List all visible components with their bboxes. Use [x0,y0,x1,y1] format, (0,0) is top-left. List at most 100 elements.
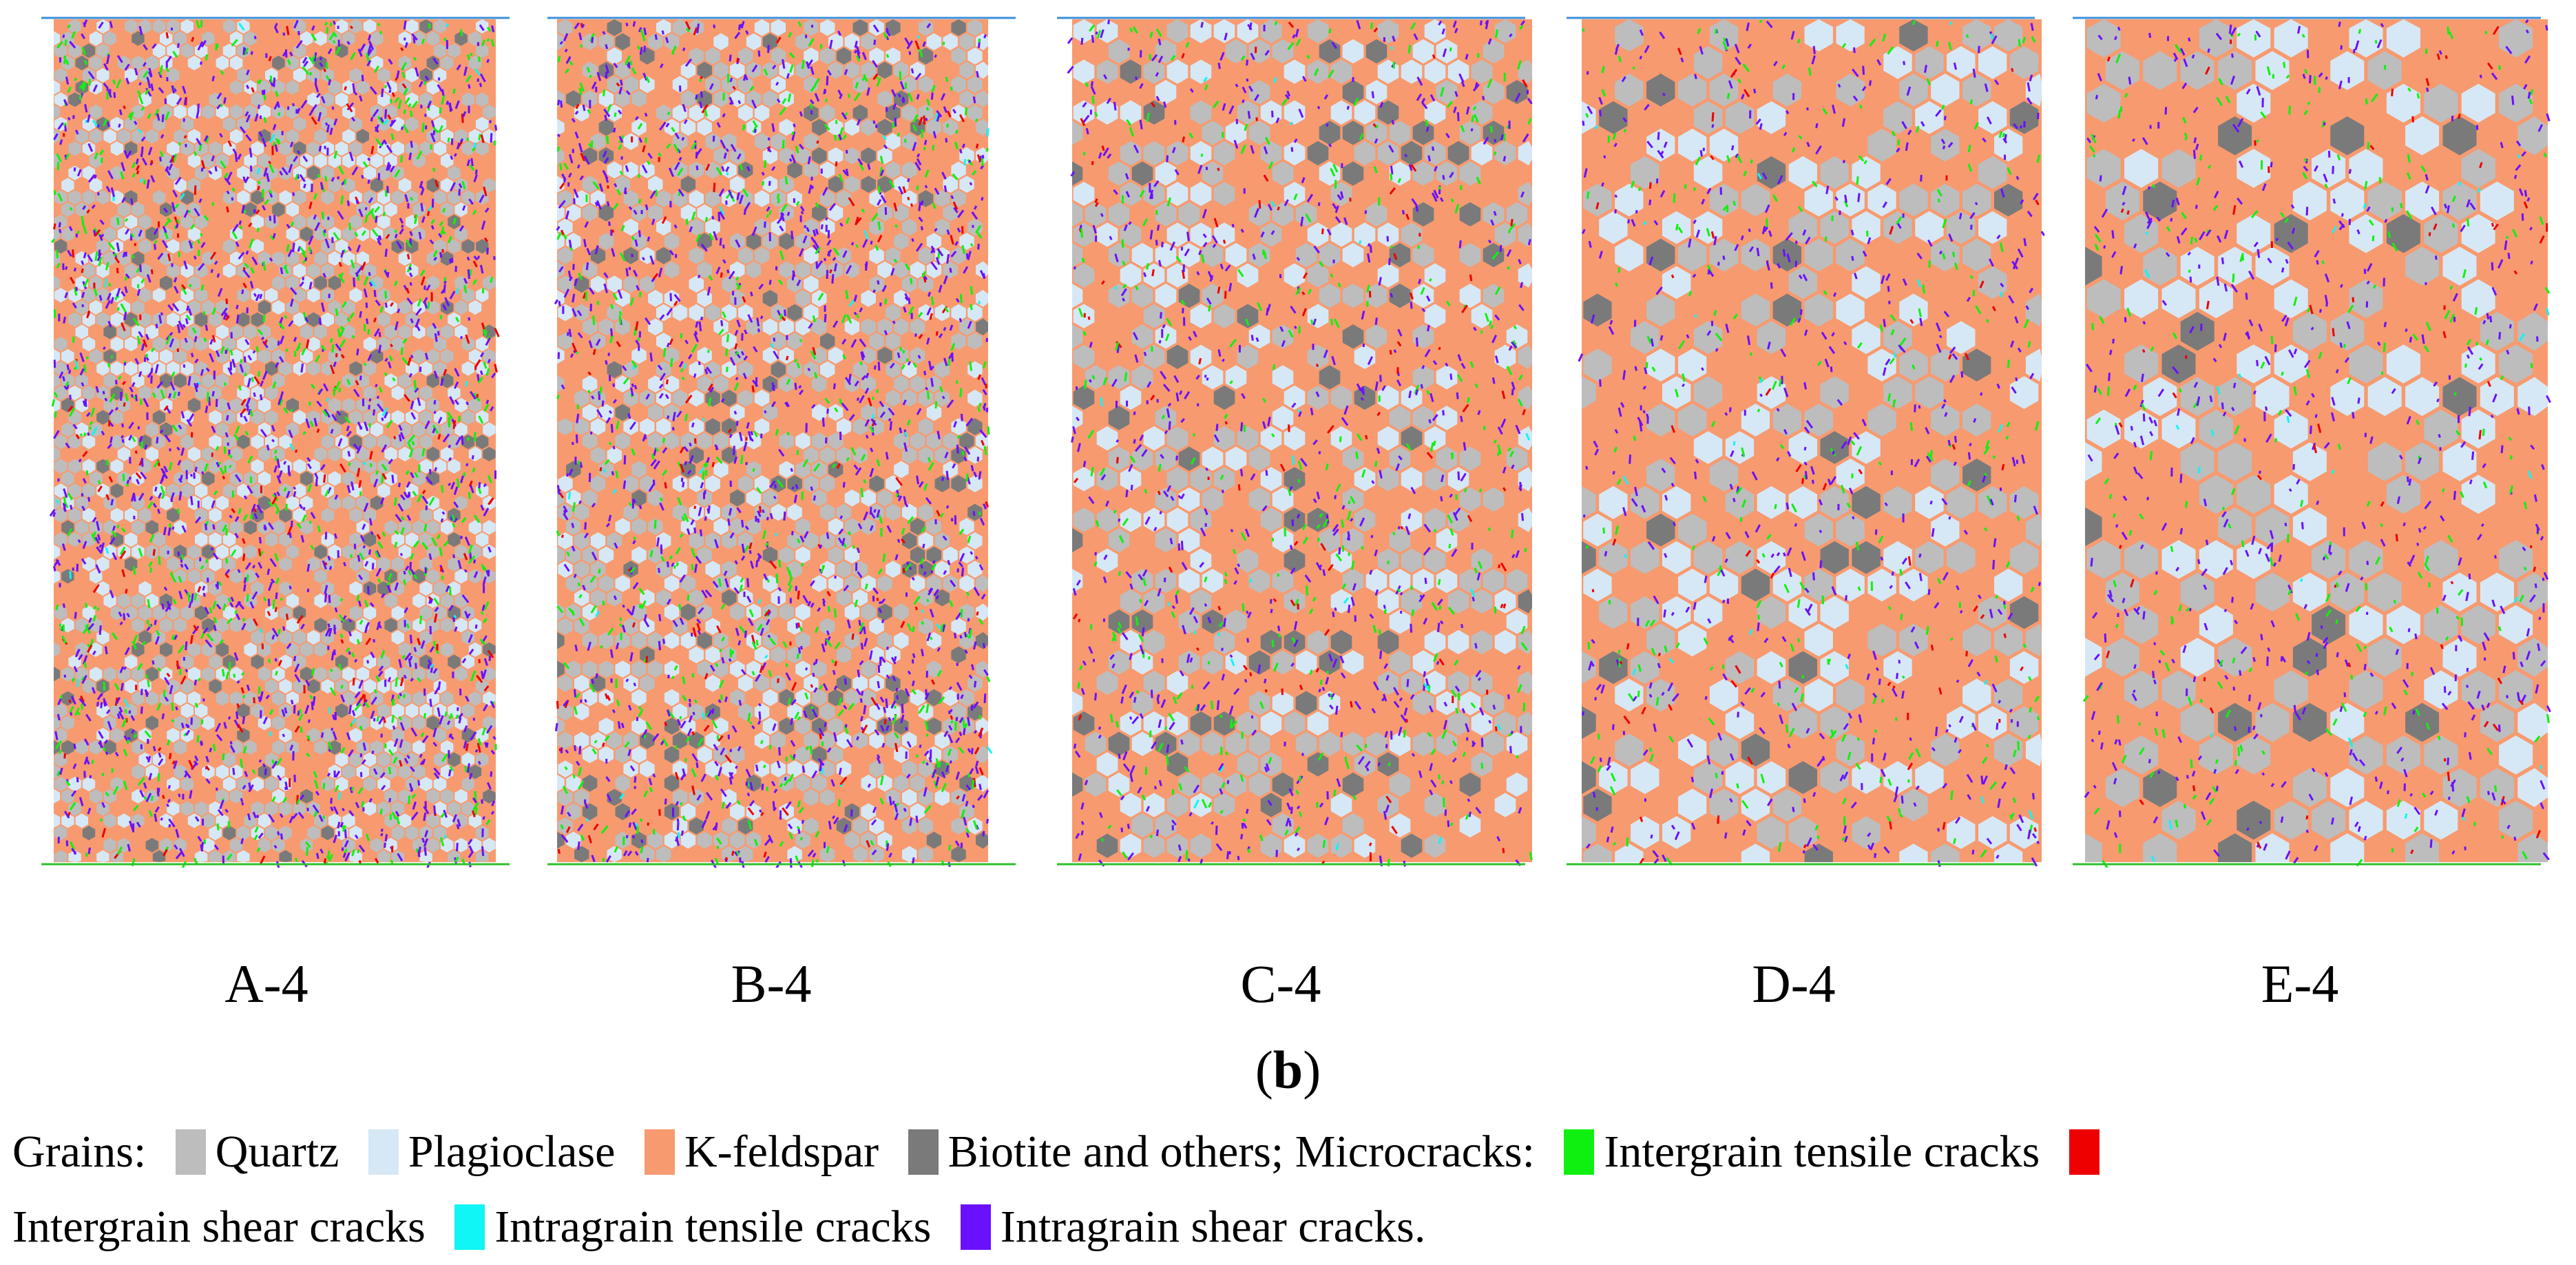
crack-mark [252,350,256,354]
crack-mark [164,677,170,686]
crack-mark [449,258,452,264]
crack-mark [463,569,468,573]
grain [125,214,138,229]
crack-mark [439,715,444,725]
crack-mark [209,251,217,260]
grain [237,801,250,816]
grain [454,788,468,804]
grain [321,435,334,450]
grain [623,133,638,150]
grain [454,569,468,584]
grain [286,178,299,193]
crack-mark [157,252,164,260]
crack-mark [421,38,426,44]
crack-mark [386,419,393,429]
grain [483,153,496,168]
grain [68,483,81,499]
grain [222,679,236,694]
crack-mark [321,302,325,312]
crack-mark [246,594,249,602]
crack-mark [107,362,111,368]
grain [180,801,193,816]
crack-mark [148,623,152,628]
grain [258,764,271,780]
crack-mark [83,738,90,746]
crack-mark [462,205,466,211]
grain [96,777,109,792]
grain [167,410,180,425]
crack-mark [404,565,410,571]
grain [607,190,622,207]
grain [441,80,454,95]
grain [363,630,377,645]
crack-mark [296,522,302,529]
crack-mark [154,244,156,250]
crack-mark [351,335,355,339]
crack-mark [367,157,371,161]
grain [433,826,447,841]
grain [321,826,334,841]
grain [640,133,655,150]
crack-mark [340,354,345,359]
crack-mark [258,627,263,634]
crack-mark [200,40,207,48]
grain [160,373,173,388]
crack-mark [463,740,468,749]
grain [237,459,250,474]
grain [286,202,299,217]
grain [448,532,461,547]
crack-mark [428,205,433,212]
crack-mark [107,121,110,127]
grain [713,61,729,79]
crack-mark [137,426,140,430]
crack-mark [59,139,63,145]
grain [132,813,145,828]
grain [804,19,819,36]
grain [54,618,61,633]
crack-mark [311,667,315,676]
grain [476,435,489,450]
crack-mark [423,81,427,86]
grain [363,581,377,596]
crack-mark [298,713,304,721]
grain [406,43,419,59]
crack-mark [263,167,268,177]
crack-mark [127,844,131,852]
crack-mark [273,503,280,512]
grain [476,777,489,792]
grain [419,67,432,83]
grain [125,337,138,352]
grain [61,373,74,388]
grain [103,764,116,780]
grain [391,556,404,572]
grain [828,90,844,107]
crack-mark [367,179,370,185]
crack-mark [320,848,324,854]
grain [216,251,229,266]
crack-mark [64,811,70,819]
crack-mark [388,676,392,682]
crack-mark [318,145,322,152]
crack-mark [406,514,412,521]
grain [384,129,397,144]
grain [300,764,313,780]
crack-mark [176,97,182,105]
crack-mark [196,20,200,29]
grain [230,788,243,804]
grain [648,90,663,107]
crack-mark [96,693,103,700]
grain [398,300,412,315]
grain [209,116,222,132]
crack-mark [174,203,180,209]
grain [640,190,655,207]
crack-mark [158,492,163,499]
crack-mark [157,788,160,793]
crack-mark [470,390,477,400]
grain [363,337,377,352]
crack-mark [140,689,143,696]
crack-mark [153,460,160,468]
crack-mark [114,682,120,691]
grain [54,495,61,510]
crack-mark [332,40,336,44]
grain [279,752,292,767]
